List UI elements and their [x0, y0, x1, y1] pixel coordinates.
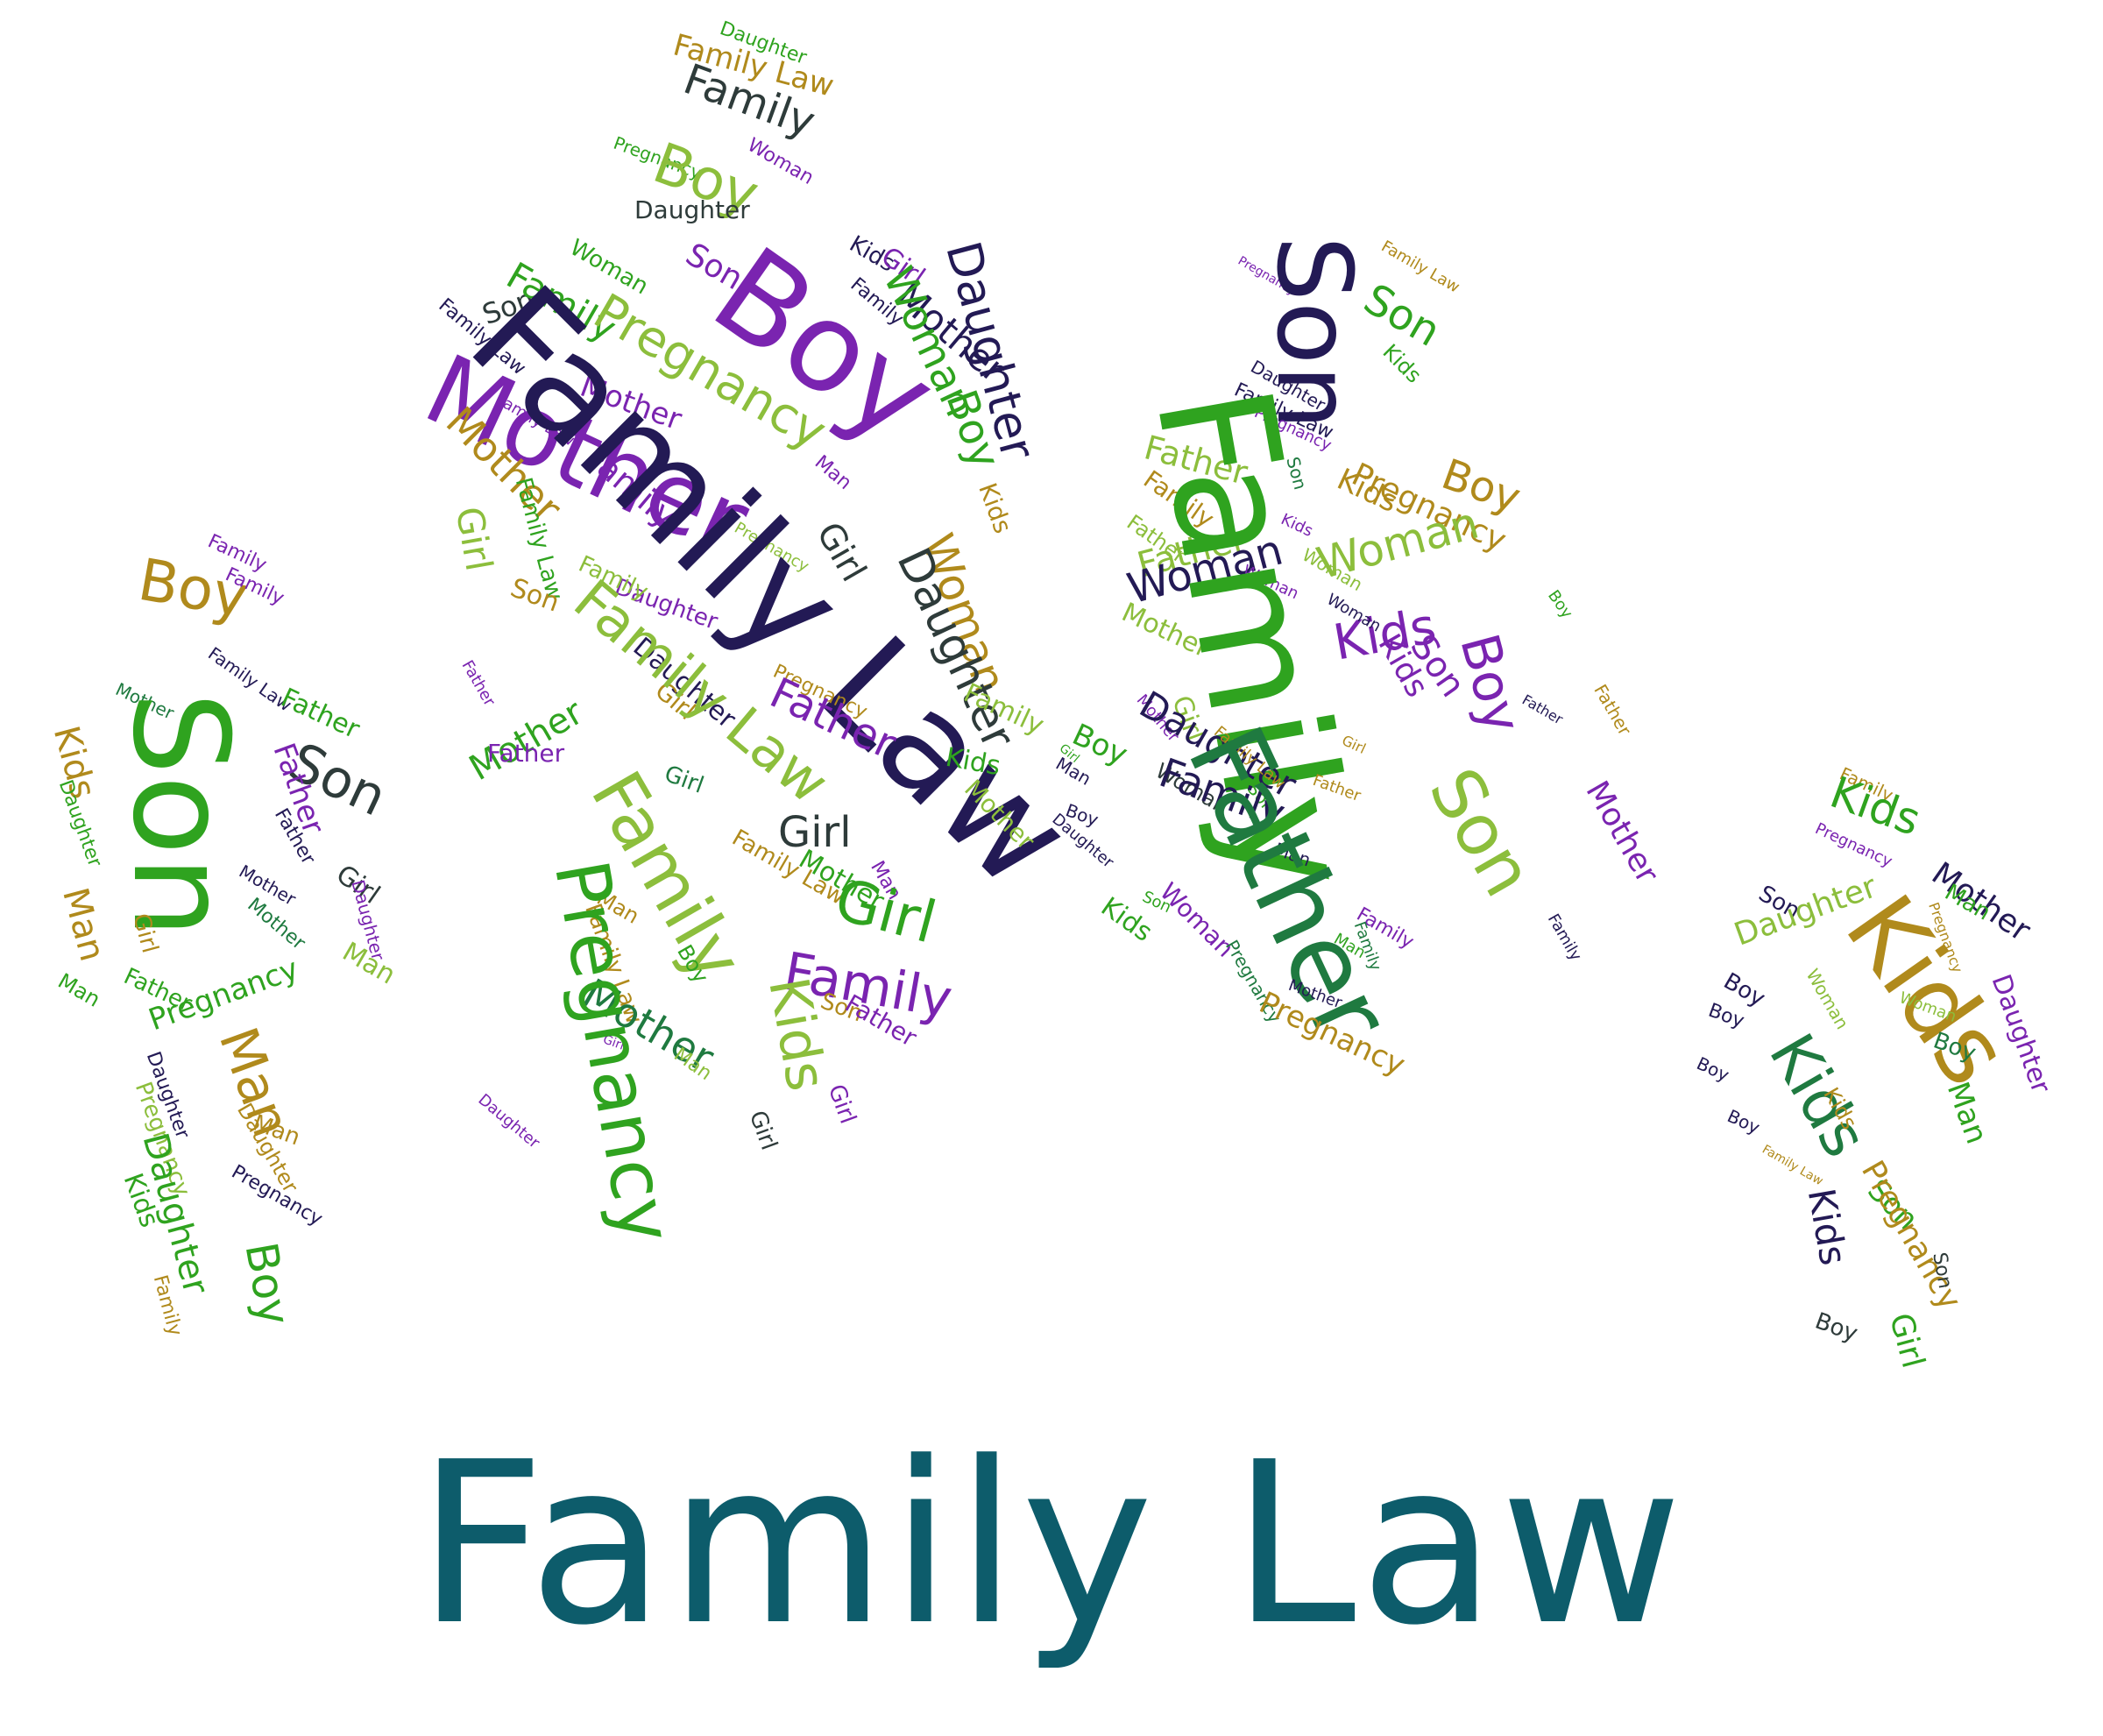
cloud-word: Girl: [743, 1107, 782, 1154]
cloud-word: Son: [103, 691, 257, 939]
cloud-word: Woman: [1801, 965, 1853, 1033]
cloud-word: Boy: [235, 1238, 301, 1329]
cloud-word: Pregnancy: [1853, 1154, 1968, 1316]
cloud-word: Daughter: [473, 1090, 543, 1152]
cloud-word: Man: [54, 883, 113, 966]
cloud-word: Boy: [1724, 1105, 1764, 1138]
cloud-word: Father: [1589, 680, 1636, 740]
cloud-word: Boy: [1705, 999, 1747, 1033]
cloud-word: Kids: [972, 478, 1017, 537]
cloud-word: Boy: [1810, 1307, 1861, 1348]
cloud-word: Girl: [778, 808, 852, 857]
cloud-word: Family: [1543, 911, 1585, 965]
cloud-word: Man: [336, 936, 400, 991]
cloud-word: Girl: [660, 761, 707, 799]
cloud-word: Girl: [822, 1081, 860, 1128]
cloud-word: Man: [1939, 1077, 1994, 1149]
cloud-word: Boy: [1693, 1052, 1733, 1086]
cloud-word: Father: [487, 739, 565, 768]
cloud-word: Girl: [827, 865, 943, 957]
cloud-word: Mother: [1577, 775, 1665, 889]
cloud-word: Father: [457, 656, 499, 710]
cloud-word: Boy: [1447, 627, 1533, 740]
cloud-word: Girl: [447, 503, 501, 575]
cloud-word: Man: [53, 968, 104, 1012]
cloud-word: Girl: [1881, 1309, 1931, 1372]
cloud-word: Kids: [1799, 1185, 1856, 1269]
cloud-word: Daughter: [634, 195, 750, 224]
cloud-word: Son: [1413, 755, 1550, 911]
cloud-word: Father: [276, 682, 365, 746]
caption-title: Family Law: [416, 1414, 1687, 1675]
cloud-word: Man: [810, 451, 856, 495]
cloud-word: Boy: [1544, 586, 1576, 622]
